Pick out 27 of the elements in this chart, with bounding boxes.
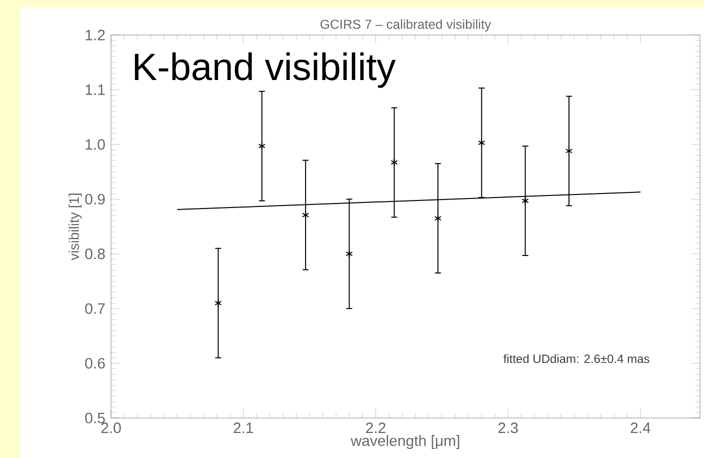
point [346, 250, 353, 258]
x-axis-title: wavelength [μm] [350, 435, 460, 449]
annotation: fitted UDdiam: 2.6±0.4 mas [503, 354, 650, 364]
y-tick-label: 1.1 [86, 84, 105, 95]
x-tick-label: 2.0 [101, 422, 121, 434]
point [302, 211, 310, 220]
point [390, 158, 398, 166]
chart-title: GCIRS 7 – calibrated visibility [320, 19, 492, 32]
y-tick-label: 0.9 [85, 194, 105, 204]
point [434, 214, 442, 222]
x-tick-label: 2.4 [630, 422, 650, 434]
y-tick-label: 1.2 [86, 30, 105, 40]
y-tick-label: 0.5 [85, 412, 105, 424]
point [214, 299, 222, 308]
x-tick-label: 2.1 [234, 422, 254, 434]
y-tick-label: 1.0 [86, 139, 105, 150]
x-tick-label: 2.2 [366, 422, 386, 434]
point [522, 196, 529, 205]
point [565, 146, 572, 155]
point [478, 138, 486, 147]
y-tick-label: 0.8 [85, 248, 105, 260]
point [258, 142, 266, 150]
y-axis-title: visibility [1] [68, 194, 82, 260]
y-tick-label: 0.7 [85, 303, 105, 314]
y-tick-label: 0.6 [85, 358, 105, 369]
annotation: K-band visibility [134, 52, 396, 88]
x-tick-label: 2.3 [498, 422, 518, 434]
